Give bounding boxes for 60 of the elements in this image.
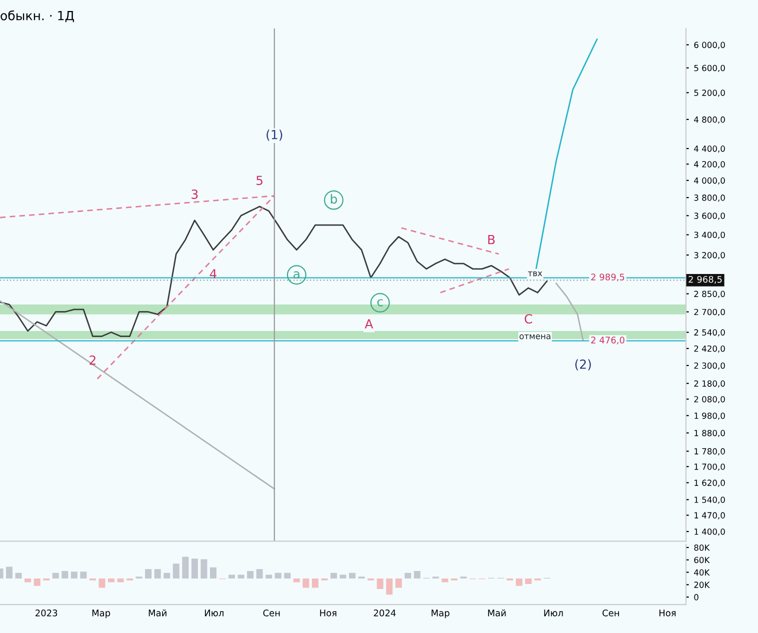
- y-tick-label: 1 540,0: [694, 496, 725, 504]
- ref-line-label: 2 968,5: [688, 276, 722, 284]
- annotation: 2 476,0: [591, 336, 624, 344]
- annotation: c: [377, 299, 383, 306]
- x-tick-label: Июл: [204, 610, 224, 616]
- y-tick-label: 1 700,0: [694, 464, 725, 471]
- y-tick-label: 1 780,0: [694, 448, 725, 456]
- annotation: 4: [210, 269, 216, 278]
- annotation: 2: [90, 355, 96, 365]
- annotation: b: [330, 194, 338, 204]
- annotation: (2): [575, 359, 591, 370]
- x-tick-label: Мар: [432, 610, 450, 618]
- x-tick-label: Ноя: [659, 610, 676, 616]
- x-tick-label: Мар: [92, 610, 110, 618]
- y-tick-label: 4 000,0: [694, 177, 725, 185]
- annotation: B: [488, 234, 495, 244]
- y-tick-label: 0: [694, 594, 698, 600]
- y-tick-label: 80K: [694, 544, 710, 551]
- x-tick-label: Май: [488, 609, 506, 616]
- y-tick-label: 2 700,0: [694, 308, 725, 316]
- y-tick-label: 2 300,0: [694, 362, 725, 370]
- y-tick-label: 3 600,0: [694, 212, 725, 220]
- y-tick-label: 1 620,0: [694, 480, 725, 487]
- y-tick-label: 20K: [694, 582, 710, 588]
- y-tick-label: 4 400,0: [694, 146, 725, 153]
- y-tick-label: 1 980,0: [694, 412, 725, 420]
- y-tick-label: 3 800,0: [694, 194, 725, 202]
- annotation: 5: [256, 176, 262, 186]
- y-tick-label: 3 400,0: [694, 232, 725, 239]
- x-tick-label: Ноя: [320, 610, 336, 616]
- x-tick-label: 2024: [374, 610, 396, 616]
- y-tick-label: 4 800,0: [694, 116, 725, 124]
- y-tick-label: 1 880,0: [694, 430, 725, 438]
- y-tick-label: 1 400,0: [694, 528, 725, 536]
- y-tick-label: 2 850,0: [694, 290, 725, 298]
- y-tick-label: 40K: [694, 569, 710, 576]
- chart-title: обыкн. · 1Д: [0, 10, 74, 22]
- ref-line-label: отмена: [520, 334, 550, 340]
- y-tick-label: 6 000,0: [694, 42, 725, 49]
- x-tick-label: Сен: [263, 610, 280, 616]
- annotation: 2 989,5: [591, 274, 624, 282]
- x-tick-label: Июл: [544, 610, 563, 616]
- y-tick-label: 1 470,0: [694, 512, 725, 520]
- y-tick-label: 5 600,0: [694, 64, 725, 72]
- x-tick-label: Сен: [602, 610, 619, 616]
- x-tick-label: 2023: [36, 610, 58, 616]
- y-tick-label: 2 180,0: [694, 380, 725, 388]
- annotation: (1): [266, 130, 282, 141]
- annotation: C: [524, 314, 532, 324]
- annotation: a: [294, 271, 300, 278]
- y-tick-label: 4 200,0: [694, 161, 725, 168]
- annotation: 3: [192, 189, 198, 199]
- y-tick-label: 2 080,0: [694, 396, 725, 404]
- y-tick-label: 5 200,0: [694, 90, 725, 97]
- x-tick-label: Май: [148, 609, 166, 616]
- y-tick-label: 3 200,0: [694, 252, 725, 260]
- y-tick-label: 2 420,0: [694, 345, 725, 353]
- y-tick-label: 60K: [694, 556, 710, 564]
- annotation: A: [364, 319, 374, 328]
- y-tick-label: 2 540,0: [694, 329, 725, 336]
